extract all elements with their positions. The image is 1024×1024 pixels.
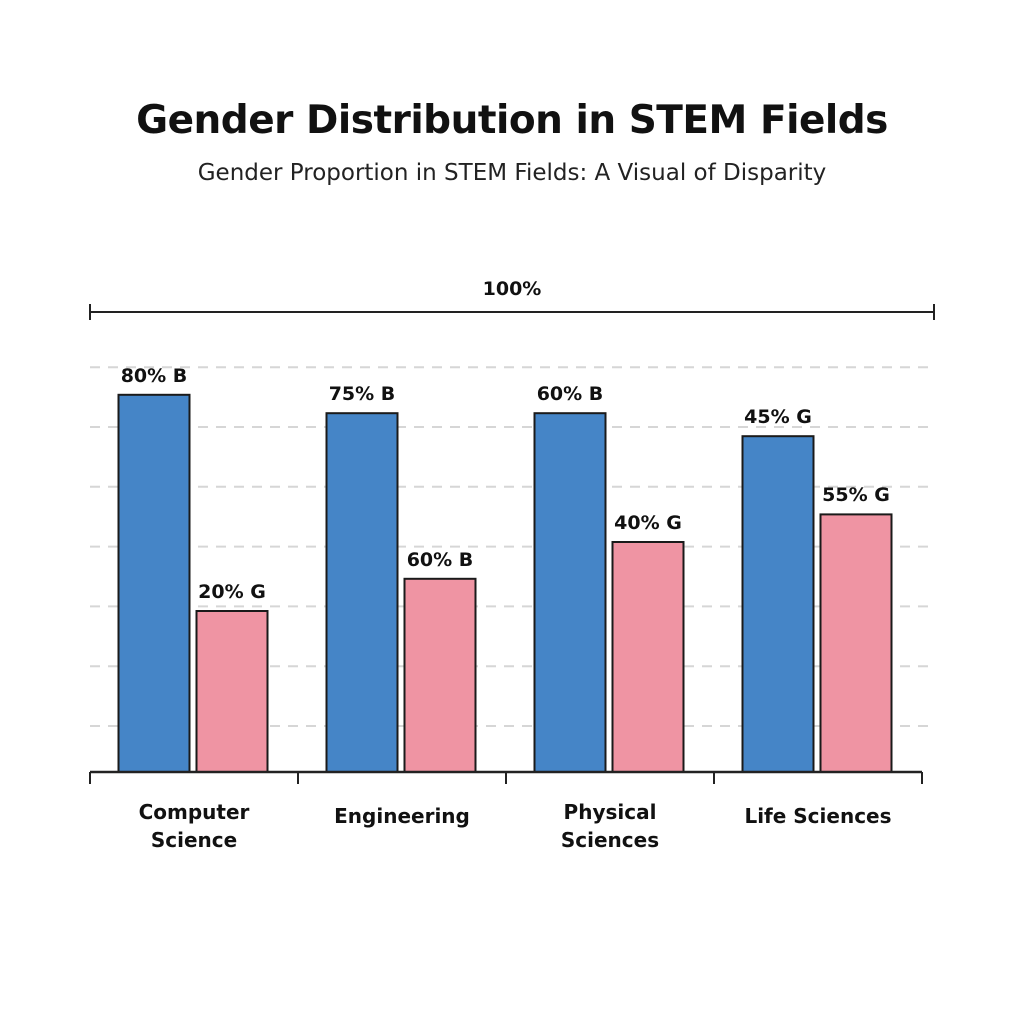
x-tick-label: Life Sciences xyxy=(744,804,892,828)
data-label: 80% B xyxy=(120,364,188,387)
data-label: 20% G xyxy=(198,581,266,603)
chart-title: Gender Distribution in STEM Fields xyxy=(136,98,888,143)
data-label: 60% B xyxy=(536,383,604,406)
bar-pink xyxy=(611,541,685,773)
data-label: 75% B xyxy=(328,383,396,406)
bar-pink xyxy=(819,513,893,774)
chart-subtitle: Gender Proportion in STEM Fields: A Visu… xyxy=(197,160,827,186)
data-label: 55% G xyxy=(822,484,890,507)
bar-pink xyxy=(403,577,477,773)
data-label: 40% G xyxy=(614,512,682,534)
data-label: 45% G xyxy=(744,406,812,429)
x-tick-label: Engineering xyxy=(334,804,470,828)
bar-blue xyxy=(117,393,191,773)
x-tick-label: Physical Sciences xyxy=(560,800,660,852)
x-tick-label: Computer Science xyxy=(138,800,250,852)
bar-blue xyxy=(325,412,399,773)
bar-pink xyxy=(195,610,269,773)
reference-line-label: 100% xyxy=(482,278,542,300)
data-label: 60% B xyxy=(406,548,474,571)
bar-blue xyxy=(533,412,607,773)
